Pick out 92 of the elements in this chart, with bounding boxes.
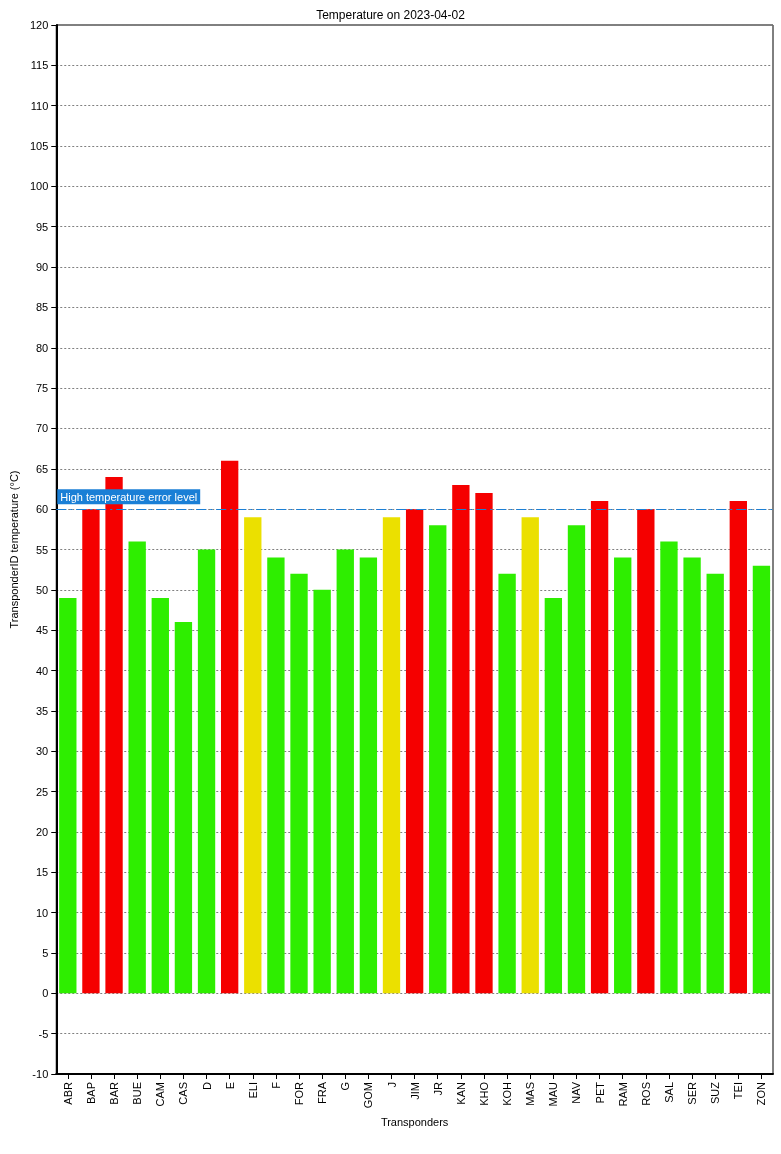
- y-tick-label: 100: [29, 180, 49, 193]
- bar: [244, 517, 262, 994]
- x-tick-label: BAR: [108, 1081, 121, 1105]
- x-tick-label: CAM: [154, 1082, 167, 1107]
- bar: [729, 501, 747, 994]
- y-tick-label: -5: [38, 1027, 49, 1040]
- y-tick-label: 45: [36, 624, 49, 637]
- x-tick-label: FOR: [293, 1081, 306, 1106]
- y-tick-label: -10: [32, 1068, 49, 1080]
- x-tick-label: CAS: [177, 1082, 190, 1105]
- x-tick-label: MAS: [524, 1082, 537, 1106]
- bar: [614, 557, 632, 994]
- x-tick-label: PET: [593, 1081, 606, 1104]
- bar: [59, 597, 77, 994]
- bar: [498, 573, 516, 994]
- y-tick-label: 40: [36, 664, 49, 677]
- y-tick-label: 15: [36, 866, 49, 879]
- y-tick-label: 5: [42, 946, 49, 959]
- x-tick-label: FRA: [316, 1081, 329, 1104]
- bar: [429, 525, 447, 994]
- y-tick-label: 90: [36, 261, 49, 274]
- x-tick-label: GOM: [362, 1082, 375, 1109]
- x-axis-title: Transponders: [380, 1115, 449, 1128]
- x-tick-label: ELI: [246, 1082, 259, 1099]
- y-tick-label: 75: [36, 382, 49, 395]
- x-tick-label: NAV: [570, 1081, 583, 1104]
- bar: [452, 484, 470, 994]
- y-tick-label: 30: [36, 745, 49, 758]
- bar: [128, 541, 146, 994]
- x-tick-label: JR: [431, 1081, 444, 1096]
- bar: [359, 557, 378, 994]
- y-tick-label: 115: [30, 59, 49, 72]
- y-tick-label: 65: [36, 462, 49, 475]
- bar: [382, 517, 401, 994]
- bar: [567, 525, 586, 994]
- x-tick-label: G: [339, 1082, 352, 1091]
- y-tick-label: 0: [42, 987, 49, 1000]
- y-tick-label: 80: [36, 341, 49, 354]
- bar: [544, 597, 563, 994]
- y-tick-label: 55: [36, 543, 49, 556]
- x-tick-label: SUZ: [709, 1081, 722, 1104]
- x-tick-label: ZON: [755, 1081, 768, 1106]
- bar: [683, 557, 701, 994]
- bar: [590, 501, 609, 994]
- x-tick-label: KAN: [454, 1081, 467, 1105]
- y-tick-label: 85: [36, 301, 49, 314]
- bar: [82, 509, 100, 994]
- x-tick-label: E: [223, 1082, 236, 1090]
- bar: [637, 509, 655, 994]
- x-tick-label: F: [269, 1081, 282, 1089]
- bar: [220, 460, 239, 994]
- x-tick-label: KOH: [501, 1081, 514, 1106]
- y-tick-label: 120: [29, 19, 49, 31]
- y-tick-label: 60: [36, 503, 49, 516]
- bar: [475, 493, 493, 994]
- y-tick-label: 50: [36, 583, 49, 596]
- x-tick-label: TEI: [732, 1082, 745, 1100]
- x-tick-label: BUE: [131, 1082, 144, 1105]
- bar: [313, 589, 331, 994]
- y-tick-label: 70: [36, 422, 49, 435]
- bar: [151, 597, 169, 994]
- bar: [174, 622, 193, 994]
- x-tick-label: ABR: [61, 1081, 74, 1105]
- x-tick-label: KHO: [477, 1081, 490, 1106]
- bar: [290, 573, 308, 994]
- x-tick-label: JIM: [408, 1082, 421, 1100]
- chart-title: Temperature on 2023-04-02: [316, 8, 466, 22]
- x-tick-label: RAM: [616, 1082, 629, 1107]
- y-tick-label: 110: [30, 99, 49, 112]
- bar: [336, 549, 354, 994]
- x-tick-label: D: [200, 1081, 213, 1090]
- x-tick-label: SER: [686, 1081, 699, 1105]
- y-tick-label: 20: [36, 825, 49, 838]
- bar: [405, 509, 424, 994]
- x-tick-label: J: [385, 1082, 398, 1088]
- y-tick-label: 10: [36, 906, 49, 919]
- bar: [267, 557, 285, 994]
- bar: [706, 573, 724, 994]
- bar: [521, 517, 539, 994]
- y-tick-label: 105: [29, 140, 49, 153]
- y-tick-label: 25: [36, 785, 49, 798]
- x-tick-label: BAP: [84, 1082, 97, 1105]
- bar: [752, 565, 771, 994]
- bar: [660, 541, 678, 994]
- y-axis-title: TransponderID temperature (°C): [7, 470, 20, 629]
- x-tick-label: MAU: [547, 1081, 560, 1107]
- x-tick-label: ROS: [639, 1082, 652, 1106]
- bar: [197, 549, 216, 994]
- y-tick-label: 95: [36, 220, 49, 233]
- x-tick-label: SAL: [662, 1082, 675, 1103]
- y-tick-label: 35: [36, 704, 49, 717]
- ref-line-label: High temperature error level: [60, 490, 198, 503]
